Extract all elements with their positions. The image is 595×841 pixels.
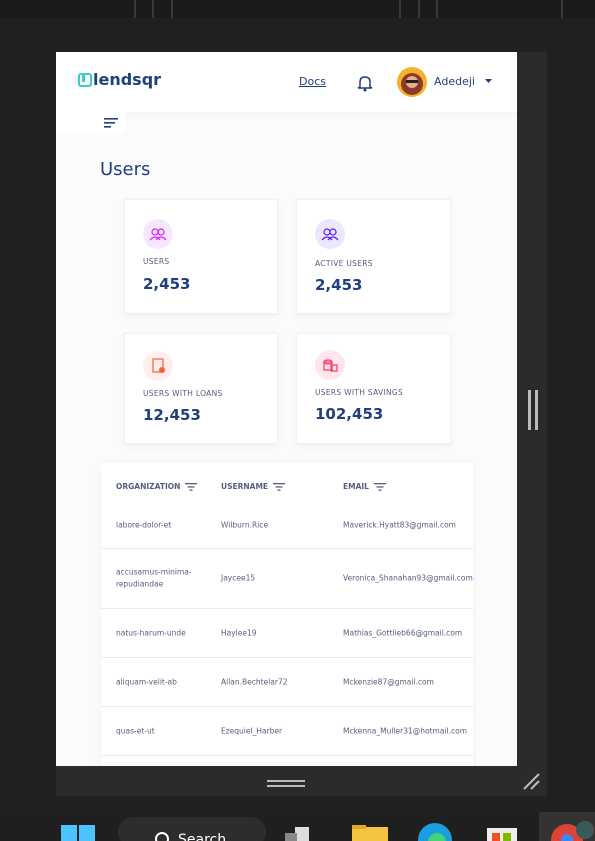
table-cell: Mckenna_Muller31@hotmail.com — [343, 725, 468, 735]
filter-icon[interactable] — [373, 483, 386, 491]
menu-tab — [56, 112, 125, 133]
window-strip — [0, 0, 595, 18]
column-header: USERNAME — [221, 482, 286, 491]
column-header: ORGANIZATION — [116, 482, 198, 491]
table-cell: labore-dolor-et — [116, 519, 172, 529]
page-title: Users — [100, 159, 151, 180]
row-divider — [101, 706, 473, 707]
card-label: USERS WITH SAVINGS — [315, 388, 404, 397]
resize-handle[interactable] — [535, 390, 538, 430]
stat-card: USERS 2,453 — [124, 199, 278, 314]
logo[interactable]: lendsqr — [93, 70, 162, 89]
header: lendsqr Docs Adedeji — [56, 52, 517, 112]
card-value: 2,453 — [143, 275, 191, 293]
table-cell: Maverick.Hyatt83@gmail.com — [343, 519, 456, 529]
table-cell: quas-et-ut — [116, 725, 155, 735]
file-explorer[interactable] — [352, 825, 388, 841]
card-label: USERS — [143, 257, 170, 266]
avatar[interactable] — [396, 66, 428, 98]
table-cell: Wilburn.Rice — [221, 519, 269, 529]
divider — [399, 0, 401, 18]
search-box[interactable]: Search — [118, 817, 266, 841]
card-value: 2,453 — [315, 276, 363, 294]
row-divider — [101, 548, 473, 549]
row-divider — [101, 608, 473, 609]
card-icon — [143, 219, 173, 249]
resize-handle[interactable] — [267, 780, 305, 782]
search-label: Search — [178, 832, 227, 841]
table-cell: Mathias_Gottlieb66@gmail.com — [343, 627, 463, 637]
task-view[interactable] — [285, 825, 325, 841]
stat-card: USERS WITH SAVINGS 102,453 — [296, 333, 451, 444]
table-cell: Allan.Bechtelar72 — [221, 676, 288, 686]
menu-icon[interactable] — [104, 117, 118, 128]
corner-handle[interactable] — [522, 772, 542, 792]
table-cell: Mckenzie87@gmail.com — [343, 676, 434, 686]
docs-link[interactable]: Docs — [299, 75, 326, 88]
card-value: 12,453 — [143, 406, 201, 424]
card-label: USERS WITH LOANS — [143, 389, 223, 398]
table-cell: Ezequiel_Harber — [221, 725, 283, 735]
bell-icon[interactable] — [357, 74, 373, 92]
taskbar: Search — [0, 812, 595, 841]
divider — [418, 0, 420, 18]
store[interactable] — [484, 824, 520, 841]
divider — [171, 0, 173, 18]
page: lendsqr Docs Adedeji Users USERS 2,453 A… — [56, 52, 517, 766]
stat-card: USERS WITH LOANS 12,453 — [124, 333, 278, 444]
card-icon — [315, 219, 345, 249]
table-cell: Haylee19 — [221, 627, 257, 637]
table-cell: Veronica_Shanahan93@gmail.com — [343, 573, 473, 583]
start-button[interactable] — [61, 825, 97, 841]
card-icon — [315, 350, 345, 380]
resize-handle[interactable] — [528, 390, 531, 430]
row-divider — [101, 755, 473, 756]
divider — [561, 0, 563, 18]
column-header: EMAIL — [343, 482, 386, 491]
card-value: 102,453 — [315, 405, 384, 423]
card-label: ACTIVE USERS — [315, 259, 373, 268]
table-cell: accusamus-minima-repudiandae — [116, 567, 192, 589]
table-cell: Jaycee15 — [221, 573, 256, 583]
edge[interactable] — [417, 822, 453, 841]
divider — [152, 0, 154, 18]
row-divider — [101, 657, 473, 658]
table-cell: natus-harum-unde — [116, 627, 186, 637]
users-table: ORGANIZATION USERNAME EMAIL labore-dolor-et… — [101, 463, 473, 766]
filter-icon[interactable] — [273, 483, 286, 491]
filter-icon[interactable] — [185, 483, 198, 491]
divider — [436, 0, 438, 18]
card-icon — [143, 351, 173, 381]
logo-icon — [78, 73, 92, 87]
resize-handle[interactable] — [267, 785, 305, 787]
table-cell: aliquam-velit-ab — [116, 676, 177, 686]
active-app[interactable] — [539, 812, 595, 841]
stat-card: ACTIVE USERS 2,453 — [296, 199, 451, 314]
chrome — [551, 821, 594, 841]
caret[interactable] — [485, 79, 492, 84]
search-icon — [155, 832, 169, 841]
divider — [134, 0, 136, 18]
user-name[interactable]: Adedeji — [434, 75, 475, 88]
